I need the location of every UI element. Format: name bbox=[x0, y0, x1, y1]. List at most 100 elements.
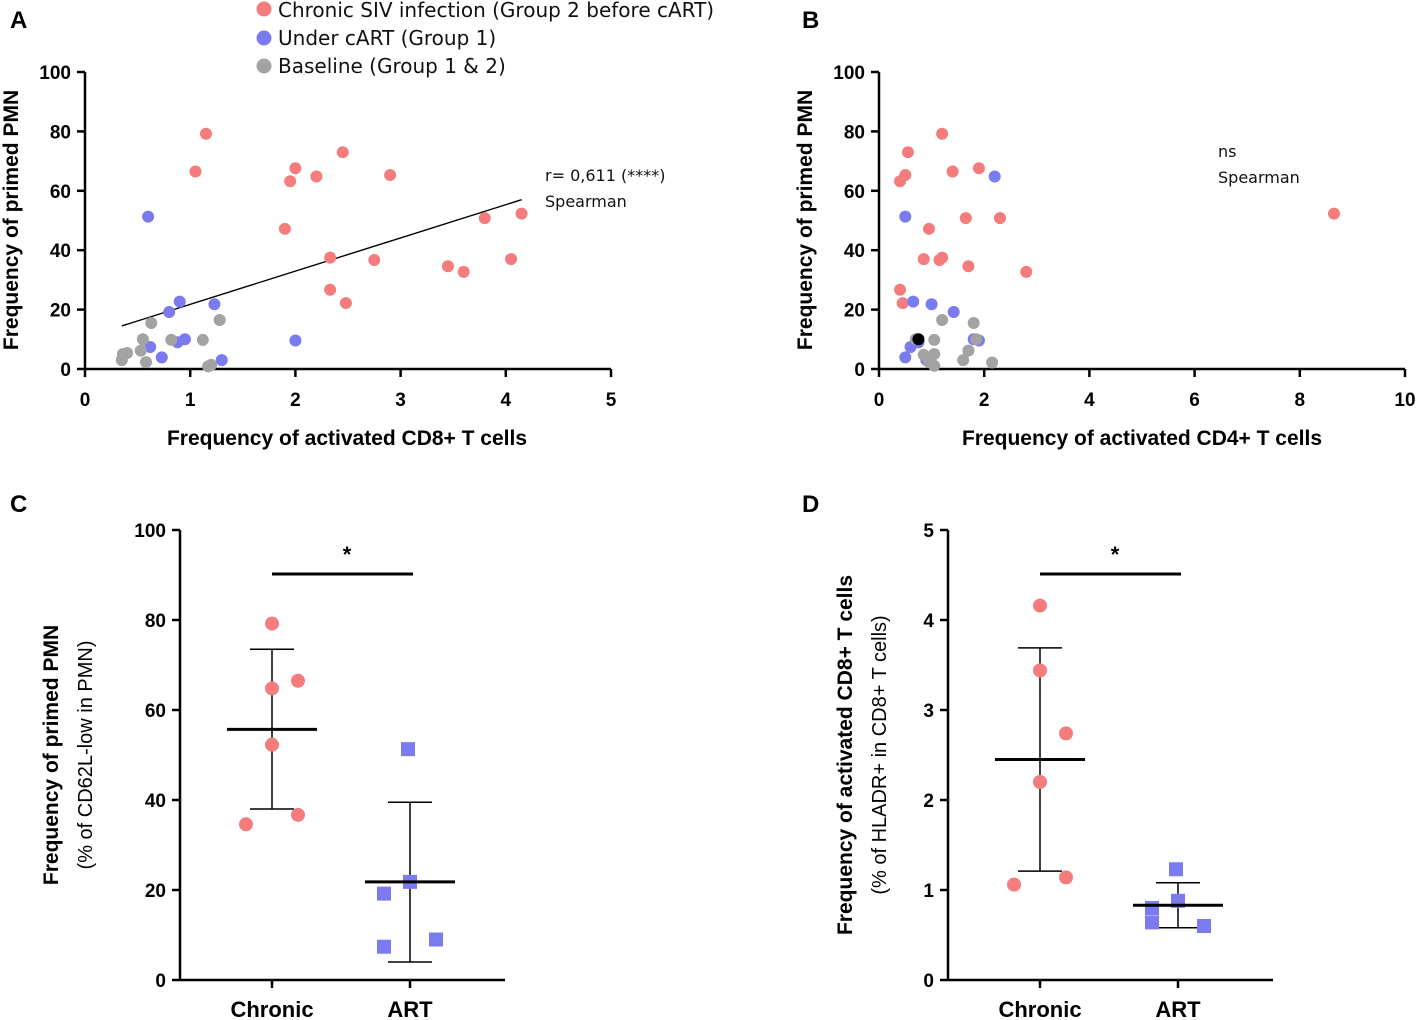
panel-b-ylabel: Frequency of primed PMN bbox=[794, 90, 817, 350]
panel-c-ylabel: Frequency of primed PMN bbox=[40, 625, 63, 885]
panel-a-data-point bbox=[140, 356, 153, 369]
panel-c-dotplot: 0 20 40 60 80 100 Frequency of primed PMN (% … bbox=[40, 521, 505, 1020]
panel-d-category-art: ART bbox=[1155, 997, 1201, 1020]
panel-a-data-point bbox=[289, 334, 302, 347]
panel-b-data-point bbox=[1327, 207, 1340, 220]
panel-c-significance: * bbox=[343, 542, 352, 567]
panel-b-data-point bbox=[988, 170, 1001, 183]
legend-marker-chronic bbox=[256, 1, 272, 17]
panel-a-ylabel: Frequency of primed PMN bbox=[0, 90, 23, 350]
panel-a-data-point bbox=[310, 170, 323, 183]
panel-a-x-tick-label: 3 bbox=[395, 390, 406, 411]
panel-a-annotation-r: r= 0,611 (****) bbox=[545, 166, 665, 185]
panel-b-x-tick-label: 10 bbox=[1394, 390, 1415, 411]
panel-a-data-point bbox=[208, 298, 221, 311]
panel-b-data-point bbox=[917, 253, 930, 266]
panel-b-data-point bbox=[925, 298, 938, 311]
panel-c-y-tick-label: 60 bbox=[145, 701, 166, 722]
panel-b-data-point bbox=[928, 333, 941, 346]
panel-a-data-point bbox=[339, 297, 352, 310]
panel-c-data-point bbox=[401, 742, 415, 757]
panel-a-y-tick-label: 0 bbox=[60, 360, 71, 381]
panel-b-data-point bbox=[896, 297, 909, 310]
panel-d-data-point bbox=[1033, 775, 1047, 789]
panel-b-data-point bbox=[912, 333, 925, 346]
panel-label-a: A bbox=[10, 7, 27, 34]
panel-a-data-point bbox=[196, 333, 209, 346]
panel-a-data-point bbox=[155, 351, 168, 364]
panel-b-data-point bbox=[894, 175, 907, 188]
panel-b-y-tick-label: 60 bbox=[844, 182, 865, 203]
panel-d-y-tick-label: 1 bbox=[923, 881, 934, 902]
panel-d-data-point bbox=[1007, 877, 1021, 892]
panel-d-data-point bbox=[1197, 919, 1211, 933]
panel-b-data-point bbox=[962, 260, 975, 273]
panel-d-data-point bbox=[1145, 915, 1159, 930]
panel-a-data-point bbox=[336, 146, 349, 159]
legend-label-chronic: Chronic SIV infection (Group 2 before cA… bbox=[278, 0, 714, 22]
panel-a-data-point bbox=[478, 212, 491, 225]
panel-b-data-point bbox=[959, 212, 972, 225]
panel-a-x-tick-label: 2 bbox=[290, 390, 301, 411]
panel-c-y-tick-label: 20 bbox=[145, 881, 166, 902]
panel-c-data-point bbox=[377, 886, 391, 901]
panel-b-data-point bbox=[936, 313, 949, 326]
panel-a-y-tick-label: 80 bbox=[50, 122, 71, 143]
panel-a-y-tick-label: 40 bbox=[50, 241, 71, 262]
panel-a-x-tick-label: 5 bbox=[606, 390, 617, 411]
panel-b-data-point bbox=[907, 295, 920, 308]
panel-c-data-point bbox=[291, 807, 305, 822]
panel-b-annotation-ns: ns bbox=[1218, 142, 1236, 161]
panel-b-x-tick-label: 6 bbox=[1189, 390, 1200, 411]
panel-d-data-point bbox=[1169, 862, 1183, 877]
panel-d-category-chronic: Chronic bbox=[998, 997, 1081, 1020]
panel-b-data-point bbox=[894, 283, 907, 296]
panel-c-data-point bbox=[291, 673, 305, 688]
panel-d-data-point bbox=[1033, 598, 1047, 613]
panel-b-x-tick-label: 2 bbox=[979, 390, 990, 411]
panel-c-category-art: ART bbox=[387, 997, 433, 1020]
panel-b-y-tick-label: 20 bbox=[844, 301, 865, 322]
legend-label-baseline: Baseline (Group 1 & 2) bbox=[278, 54, 506, 78]
panel-label-b: B bbox=[802, 7, 819, 34]
panel-d-axes: 0 1 2 3 4 5 bbox=[923, 521, 1273, 992]
panel-a-data-point bbox=[173, 295, 186, 308]
panel-a-xlabel: Frequency of activated CD8+ T cells bbox=[167, 427, 527, 450]
panel-d-y-tick-label: 0 bbox=[923, 971, 934, 992]
panel-a-data-point bbox=[134, 344, 147, 357]
panel-d-ylabel: Frequency of activated CD8+ T cells bbox=[834, 575, 857, 935]
panel-b-data-point bbox=[946, 165, 959, 178]
panel-b-x-tick-label: 8 bbox=[1295, 390, 1306, 411]
panel-a-data-point bbox=[136, 333, 149, 346]
legend-marker-cart bbox=[256, 30, 272, 46]
panel-b-annotation-method: Spearman bbox=[1218, 168, 1300, 187]
panel-d-data-point bbox=[1059, 726, 1073, 741]
panel-b-data-point bbox=[1020, 265, 1033, 278]
panel-label-d: D bbox=[802, 491, 819, 518]
panel-b-data-point bbox=[933, 254, 946, 267]
panel-b-y-tick-label: 0 bbox=[854, 360, 865, 381]
panel-a-data-point bbox=[289, 162, 302, 175]
panel-c-data-point bbox=[265, 737, 279, 752]
panel-b-data-point bbox=[901, 146, 914, 159]
panel-a-data-point bbox=[368, 254, 381, 267]
panel-c-category-chronic: Chronic bbox=[230, 997, 313, 1020]
panel-b-data-point bbox=[962, 344, 975, 357]
panel-d-dotplot: 0 1 2 3 4 5 Frequency of activated CD8+ T cel… bbox=[834, 521, 1273, 1020]
panel-c-y-tick-label: 0 bbox=[155, 971, 166, 992]
panel-a-data-point bbox=[278, 222, 291, 235]
panel-a-data-point bbox=[324, 283, 337, 296]
panel-a-y-tick-label: 60 bbox=[50, 182, 71, 203]
panel-b-y-tick-label: 80 bbox=[844, 122, 865, 143]
panel-b-data-point bbox=[936, 127, 949, 140]
panel-a-scatter: 0 1 2 3 4 5 0 20 40 60 80 100 Frequency of activate… bbox=[0, 63, 665, 450]
panel-a-data-point bbox=[165, 333, 178, 346]
panel-a-data-point bbox=[324, 251, 337, 264]
panel-b-y-tick-label: 100 bbox=[833, 63, 865, 84]
panel-c-y-tick-label: 100 bbox=[134, 521, 166, 542]
panel-b-data-point bbox=[972, 162, 985, 175]
panel-d-y-tick-label: 4 bbox=[923, 611, 934, 632]
panel-d-y-tick-label: 2 bbox=[923, 791, 934, 812]
